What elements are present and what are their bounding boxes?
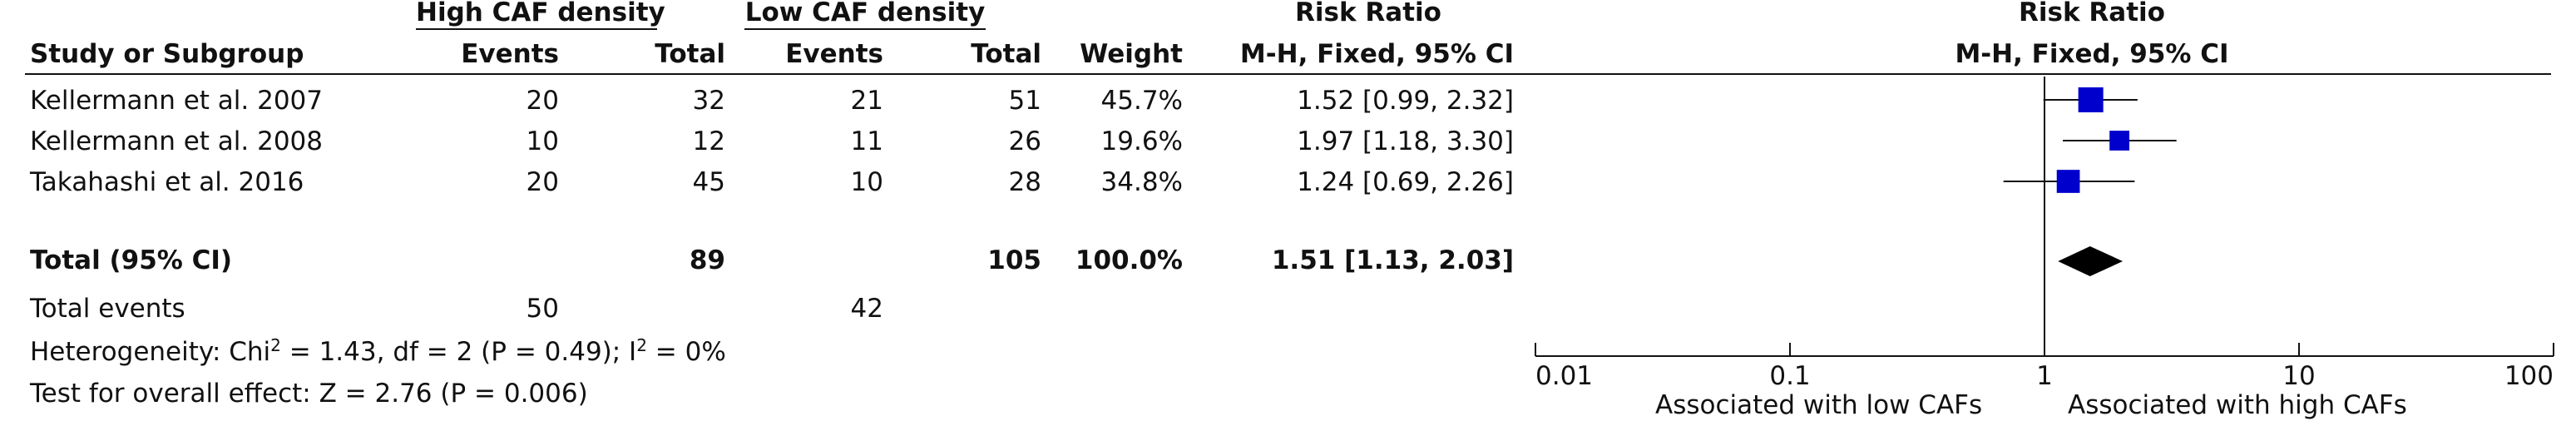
events-low: 21 xyxy=(850,86,883,116)
axis-favours-left: Associated with low CAFs xyxy=(1655,390,1983,420)
total-high: 45 xyxy=(692,167,725,197)
pooled-estimate-diamond xyxy=(2058,246,2124,276)
total-high: 89 xyxy=(689,245,725,275)
total-low: 28 xyxy=(1008,167,1041,197)
study-point-estimate xyxy=(2078,87,2104,112)
events-low: 10 xyxy=(850,167,883,197)
overall-effect-text: Test for overall effect: Z = 2.76 (P = 0… xyxy=(30,379,588,409)
header-group-high-caf: High CAF density xyxy=(416,0,665,27)
header-rule-group1 xyxy=(416,28,657,30)
header-risk-ratio-title: Risk Ratio xyxy=(1295,0,1441,27)
total-events-label: Total events xyxy=(30,294,185,324)
header-group-low-caf: Low CAF density xyxy=(744,0,986,27)
total-low: 51 xyxy=(1008,86,1041,116)
header-bottom-rule xyxy=(25,73,2551,75)
study-name: Kellermann et al. 2008 xyxy=(30,126,323,156)
total-weight: 100.0% xyxy=(1075,245,1183,275)
total-low: 26 xyxy=(1008,126,1041,156)
events-high: 10 xyxy=(526,126,559,156)
x-axis-tick-label: 100 xyxy=(2504,361,2554,391)
risk-ratio-ci: 1.24 [0.69, 2.26] xyxy=(1297,167,1514,197)
events-high: 20 xyxy=(526,86,559,116)
heterogeneity-suffix: = 0% xyxy=(646,337,726,367)
header-total-high: Total xyxy=(655,39,725,69)
study-point-estimate xyxy=(2109,131,2130,151)
total-risk-ratio-ci: 1.51 [1.13, 2.03] xyxy=(1271,245,1514,275)
header-risk-ratio-method: M-H, Fixed, 95% CI xyxy=(1239,39,1514,69)
study-name: Kellermann et al. 2007 xyxy=(30,86,323,116)
header-rule-group2 xyxy=(744,28,986,30)
x-axis-tick-label: 0.01 xyxy=(1535,361,1593,391)
header-total-low: Total xyxy=(971,39,1041,69)
risk-ratio-ci: 1.52 [0.99, 2.32] xyxy=(1297,86,1514,116)
total-events-low: 42 xyxy=(850,294,883,324)
weight: 34.8% xyxy=(1100,167,1183,197)
axis-favours-right: Associated with high CAFs xyxy=(2068,390,2407,420)
study-name: Takahashi et al. 2016 xyxy=(30,167,304,197)
risk-ratio-ci: 1.97 [1.18, 3.30] xyxy=(1297,126,1514,156)
total-events-high: 50 xyxy=(526,294,559,324)
x-axis-tick-label: 0.1 xyxy=(1769,361,1810,391)
total-high: 12 xyxy=(692,126,725,156)
header-plot-title: Risk Ratio xyxy=(2019,0,2165,27)
heterogeneity-middle: = 1.43, df = 2 (P = 0.49); I xyxy=(280,337,637,367)
header-events-high: Events xyxy=(461,39,559,69)
x-axis-tick-label: 10 xyxy=(2282,361,2315,391)
header-plot-method: M-H, Fixed, 95% CI xyxy=(1955,39,2229,69)
heterogeneity-prefix: Heterogeneity: Chi xyxy=(30,337,271,367)
weight: 45.7% xyxy=(1100,86,1183,116)
total-high: 32 xyxy=(692,86,725,116)
header-weight: Weight xyxy=(1080,39,1183,69)
x-axis-tick-label: 1 xyxy=(2036,361,2053,391)
header-study-or-subgroup: Study or Subgroup xyxy=(30,39,304,69)
chi-squared-superscript: 2 xyxy=(270,335,281,355)
total-low: 105 xyxy=(987,245,1041,275)
events-low: 11 xyxy=(850,126,883,156)
weight: 19.6% xyxy=(1100,126,1183,156)
i-squared-superscript: 2 xyxy=(636,335,647,355)
header-events-low: Events xyxy=(785,39,883,69)
heterogeneity-text: Heterogeneity: Chi2 = 1.43, df = 2 (P = … xyxy=(30,337,726,367)
study-point-estimate xyxy=(2056,170,2080,193)
events-high: 20 xyxy=(526,167,559,197)
total-label: Total (95% CI) xyxy=(30,245,233,275)
